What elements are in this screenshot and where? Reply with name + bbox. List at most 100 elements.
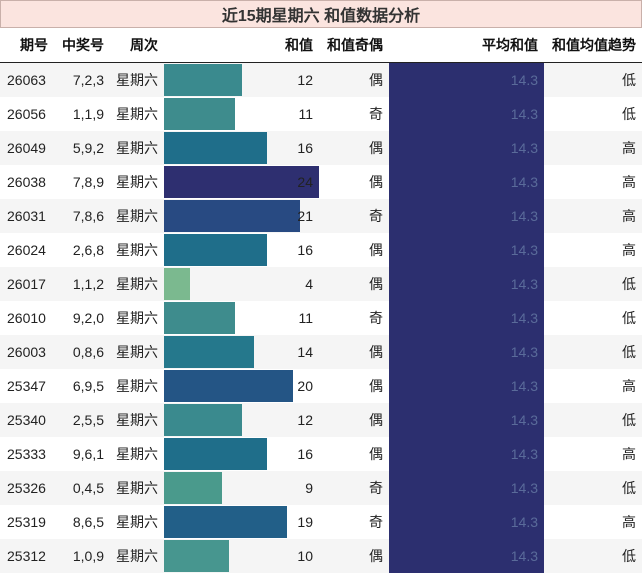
- cell-trend[interactable]: 高: [544, 437, 642, 471]
- cell-average[interactable]: 14.3: [389, 165, 544, 199]
- cell-weekday[interactable]: 星期六: [110, 131, 164, 165]
- cell-weekday[interactable]: 星期六: [110, 267, 164, 301]
- cell-weekday[interactable]: 星期六: [110, 199, 164, 233]
- cell-trend[interactable]: 高: [544, 131, 642, 165]
- cell-issue[interactable]: 26010: [0, 301, 54, 335]
- header-weekday[interactable]: 周次: [110, 28, 164, 63]
- cell-issue[interactable]: 26003: [0, 335, 54, 369]
- cell-parity[interactable]: 偶: [319, 233, 389, 267]
- cell-average[interactable]: 14.3: [389, 437, 544, 471]
- cell-weekday[interactable]: 星期六: [110, 403, 164, 437]
- cell-trend[interactable]: 低: [544, 97, 642, 131]
- cell-parity[interactable]: 偶: [319, 131, 389, 165]
- cell-trend[interactable]: 低: [544, 403, 642, 437]
- cell-trend[interactable]: 低: [544, 62, 642, 97]
- cell-sum[interactable]: 14: [164, 335, 319, 369]
- cell-average[interactable]: 14.3: [389, 267, 544, 301]
- cell-numbers[interactable]: 2,6,8: [54, 233, 110, 267]
- cell-sum[interactable]: 11: [164, 301, 319, 335]
- cell-parity[interactable]: 偶: [319, 267, 389, 301]
- cell-sum[interactable]: 16: [164, 437, 319, 471]
- cell-numbers[interactable]: 0,8,6: [54, 335, 110, 369]
- cell-trend[interactable]: 低: [544, 471, 642, 505]
- cell-sum[interactable]: 21: [164, 199, 319, 233]
- cell-average[interactable]: 14.3: [389, 403, 544, 437]
- cell-parity[interactable]: 奇: [319, 199, 389, 233]
- cell-issue[interactable]: 26031: [0, 199, 54, 233]
- cell-sum[interactable]: 12: [164, 62, 319, 97]
- cell-issue[interactable]: 25312: [0, 539, 54, 573]
- cell-trend[interactable]: 低: [544, 335, 642, 369]
- cell-numbers[interactable]: 9,2,0: [54, 301, 110, 335]
- cell-sum[interactable]: 11: [164, 97, 319, 131]
- cell-issue[interactable]: 26017: [0, 267, 54, 301]
- header-trend[interactable]: 和值均值趋势: [544, 28, 642, 63]
- cell-weekday[interactable]: 星期六: [110, 437, 164, 471]
- cell-sum[interactable]: 9: [164, 471, 319, 505]
- cell-trend[interactable]: 低: [544, 301, 642, 335]
- cell-average[interactable]: 14.3: [389, 505, 544, 539]
- cell-parity[interactable]: 奇: [319, 471, 389, 505]
- cell-numbers[interactable]: 7,8,9: [54, 165, 110, 199]
- header-issue[interactable]: 期号: [0, 28, 54, 63]
- header-average[interactable]: 平均和值: [389, 28, 544, 63]
- cell-average[interactable]: 14.3: [389, 369, 544, 403]
- cell-average[interactable]: 14.3: [389, 233, 544, 267]
- cell-numbers[interactable]: 1,1,9: [54, 97, 110, 131]
- cell-issue[interactable]: 26049: [0, 131, 54, 165]
- cell-parity[interactable]: 偶: [319, 437, 389, 471]
- cell-issue[interactable]: 26024: [0, 233, 54, 267]
- header-numbers[interactable]: 中奖号: [54, 28, 110, 63]
- cell-sum[interactable]: 16: [164, 233, 319, 267]
- cell-numbers[interactable]: 2,5,5: [54, 403, 110, 437]
- cell-parity[interactable]: 奇: [319, 301, 389, 335]
- cell-weekday[interactable]: 星期六: [110, 165, 164, 199]
- cell-issue[interactable]: 25340: [0, 403, 54, 437]
- cell-trend[interactable]: 高: [544, 165, 642, 199]
- header-parity[interactable]: 和值奇偶: [319, 28, 389, 63]
- cell-parity[interactable]: 偶: [319, 62, 389, 97]
- cell-parity[interactable]: 偶: [319, 335, 389, 369]
- cell-sum[interactable]: 10: [164, 539, 319, 573]
- header-sum[interactable]: 和值: [164, 28, 319, 63]
- cell-parity[interactable]: 奇: [319, 97, 389, 131]
- cell-parity[interactable]: 奇: [319, 505, 389, 539]
- cell-issue[interactable]: 26063: [0, 62, 54, 97]
- cell-weekday[interactable]: 星期六: [110, 471, 164, 505]
- cell-average[interactable]: 14.3: [389, 539, 544, 573]
- cell-average[interactable]: 14.3: [389, 471, 544, 505]
- cell-average[interactable]: 14.3: [389, 199, 544, 233]
- cell-average[interactable]: 14.3: [389, 97, 544, 131]
- cell-numbers[interactable]: 8,6,5: [54, 505, 110, 539]
- cell-parity[interactable]: 偶: [319, 539, 389, 573]
- cell-numbers[interactable]: 1,0,9: [54, 539, 110, 573]
- cell-average[interactable]: 14.3: [389, 131, 544, 165]
- cell-parity[interactable]: 偶: [319, 369, 389, 403]
- cell-numbers[interactable]: 7,2,3: [54, 62, 110, 97]
- cell-sum[interactable]: 4: [164, 267, 319, 301]
- cell-trend[interactable]: 高: [544, 505, 642, 539]
- cell-issue[interactable]: 26056: [0, 97, 54, 131]
- cell-sum[interactable]: 19: [164, 505, 319, 539]
- cell-issue[interactable]: 25347: [0, 369, 54, 403]
- cell-trend[interactable]: 低: [544, 267, 642, 301]
- cell-numbers[interactable]: 6,9,5: [54, 369, 110, 403]
- cell-weekday[interactable]: 星期六: [110, 369, 164, 403]
- cell-issue[interactable]: 25333: [0, 437, 54, 471]
- cell-numbers[interactable]: 9,6,1: [54, 437, 110, 471]
- cell-numbers[interactable]: 0,4,5: [54, 471, 110, 505]
- cell-trend[interactable]: 低: [544, 539, 642, 573]
- cell-weekday[interactable]: 星期六: [110, 505, 164, 539]
- cell-sum[interactable]: 20: [164, 369, 319, 403]
- cell-trend[interactable]: 高: [544, 369, 642, 403]
- cell-parity[interactable]: 偶: [319, 403, 389, 437]
- cell-numbers[interactable]: 7,8,6: [54, 199, 110, 233]
- cell-weekday[interactable]: 星期六: [110, 97, 164, 131]
- cell-parity[interactable]: 偶: [319, 165, 389, 199]
- cell-weekday[interactable]: 星期六: [110, 301, 164, 335]
- cell-trend[interactable]: 高: [544, 233, 642, 267]
- cell-numbers[interactable]: 1,1,2: [54, 267, 110, 301]
- cell-issue[interactable]: 25319: [0, 505, 54, 539]
- cell-issue[interactable]: 26038: [0, 165, 54, 199]
- cell-weekday[interactable]: 星期六: [110, 335, 164, 369]
